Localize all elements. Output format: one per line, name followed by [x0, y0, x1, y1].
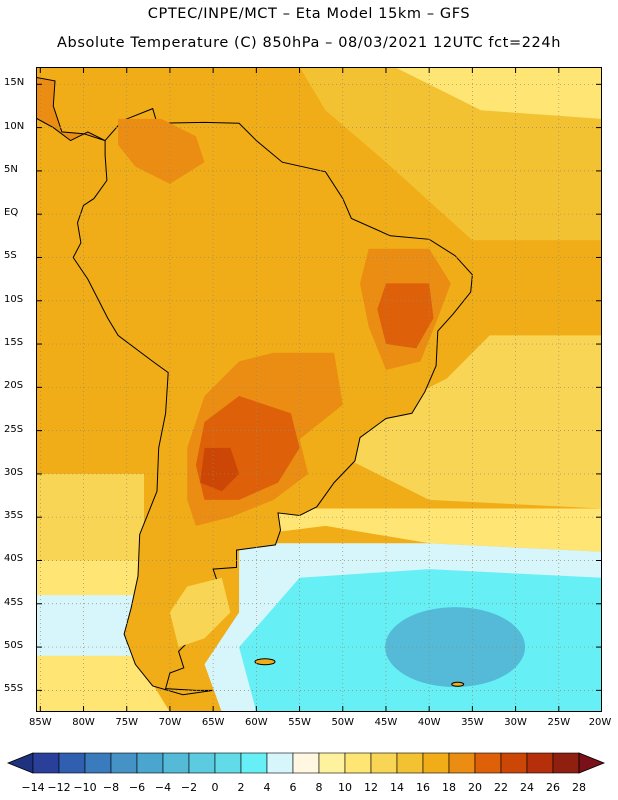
colorbar-swatch	[370, 752, 398, 774]
pacific-far-south-band	[36, 655, 170, 712]
latitude-label: 35S	[4, 510, 24, 522]
colorbar-swatch	[266, 752, 294, 774]
pacific-cold-band	[36, 595, 136, 665]
colorbar-swatch	[500, 752, 528, 774]
map-title-line1: CPTEC/INPE/MCT – Eta Model 15km – GFS	[147, 6, 471, 22]
latitude-label: 15S	[4, 337, 24, 349]
longitude-label: 55W	[288, 717, 311, 728]
hot-region-northeast	[377, 283, 434, 349]
latitude-label: 5S	[4, 250, 17, 262]
central-america-land	[36, 76, 106, 142]
ocean-north-light-band	[394, 67, 602, 119]
colorbar-under-arrow	[6, 752, 34, 774]
colorbar-label: 26	[546, 781, 560, 794]
longitude-label: 70W	[158, 717, 182, 728]
ocean-south-warm-band	[342, 335, 602, 509]
colorbar-swatch	[32, 752, 60, 774]
latitude-label: 55S	[4, 683, 24, 695]
colorbar-swatch	[136, 752, 164, 774]
latitude-label: 5N	[4, 163, 18, 175]
colorbar-swatch	[448, 752, 476, 774]
colorbar-swatch	[526, 752, 554, 774]
color-legend	[6, 752, 606, 774]
colorbar-label: −10	[73, 781, 97, 794]
colorbar-swatch	[396, 752, 424, 774]
colorbar-swatch	[552, 752, 580, 774]
longitude-label: 20W	[588, 717, 612, 728]
warm-region-north	[118, 118, 205, 184]
colorbar-label: −2	[180, 781, 198, 794]
map-title-line2: Absolute Temperature (C) 850hPa – 08/03/…	[57, 35, 561, 51]
colorbar-swatch	[162, 752, 190, 774]
longitude-label: 40W	[417, 717, 441, 728]
colorbar-label: 22	[494, 781, 508, 794]
map-frame	[36, 67, 602, 712]
latitude-label: 10S	[4, 293, 24, 305]
longitude-label: 50W	[331, 717, 355, 728]
latitude-label: 15N	[4, 77, 25, 89]
colorbar-label: 0	[211, 781, 219, 794]
colorbar-swatch	[240, 752, 268, 774]
colorbar-label: 16	[416, 781, 430, 794]
cool-region-patagonia	[169, 577, 231, 648]
colorbar-swatch	[58, 752, 86, 774]
colorbar-label: 4	[263, 781, 271, 794]
map-panel[interactable]	[36, 67, 602, 712]
south-georgia-island	[451, 681, 465, 687]
colorbar-swatch	[214, 752, 242, 774]
atlantic-cold-eddy	[385, 607, 526, 688]
colorbar-label: 10	[338, 781, 352, 794]
colorbar-label: 8	[315, 781, 323, 794]
latitude-label: 45S	[4, 596, 24, 608]
colorbar-swatch	[84, 752, 112, 774]
latitude-label: 10N	[4, 120, 25, 132]
longitude-label: 35W	[461, 717, 484, 728]
longitude-label: 80W	[72, 717, 95, 728]
colorbar-label: −12	[47, 781, 71, 794]
colorbar-swatch	[188, 752, 216, 774]
colorbar-label: 2	[237, 781, 245, 794]
colorbar-swatch	[110, 752, 138, 774]
colorbar-swatch	[318, 752, 346, 774]
colorbar-over-arrow	[578, 752, 606, 774]
longitude-label: 75W	[115, 717, 139, 728]
colorbar-label: 12	[364, 781, 378, 794]
colorbar-label: −14	[21, 781, 45, 794]
colorbar-label: −6	[128, 781, 146, 794]
latitude-label: 50S	[4, 640, 24, 652]
colorbar-label: 24	[520, 781, 534, 794]
latitude-label: 40S	[4, 553, 24, 565]
falkland-islands	[254, 658, 276, 666]
latitude-label: 25S	[4, 423, 24, 435]
longitude-label: 85W	[29, 717, 52, 728]
colorbar-label: −4	[154, 781, 172, 794]
pacific-south-band	[36, 473, 144, 578]
colorbar-label: 6	[289, 781, 297, 794]
colorbar-label: 28	[572, 781, 586, 794]
colorbar-label: 20	[468, 781, 482, 794]
colorbar-swatch	[474, 752, 502, 774]
colorbar-swatch	[422, 752, 450, 774]
latitude-label: EQ	[4, 207, 19, 219]
hotter-region-south	[200, 447, 240, 492]
colorbar-swatch	[344, 752, 372, 774]
longitude-label: 65W	[201, 717, 225, 728]
colorbar-swatch	[292, 752, 320, 774]
temperature-map[interactable]	[36, 67, 602, 712]
latitude-label: 20S	[4, 380, 24, 392]
longitude-label: 30W	[504, 717, 527, 728]
longitude-label: 60W	[245, 717, 268, 728]
colorbar-label: −8	[102, 781, 120, 794]
longitude-label: 45W	[374, 717, 398, 728]
colorbar-label: 14	[390, 781, 404, 794]
latitude-label: 30S	[4, 466, 24, 478]
longitude-label: 25W	[547, 717, 571, 728]
colorbar-label: 18	[442, 781, 456, 794]
